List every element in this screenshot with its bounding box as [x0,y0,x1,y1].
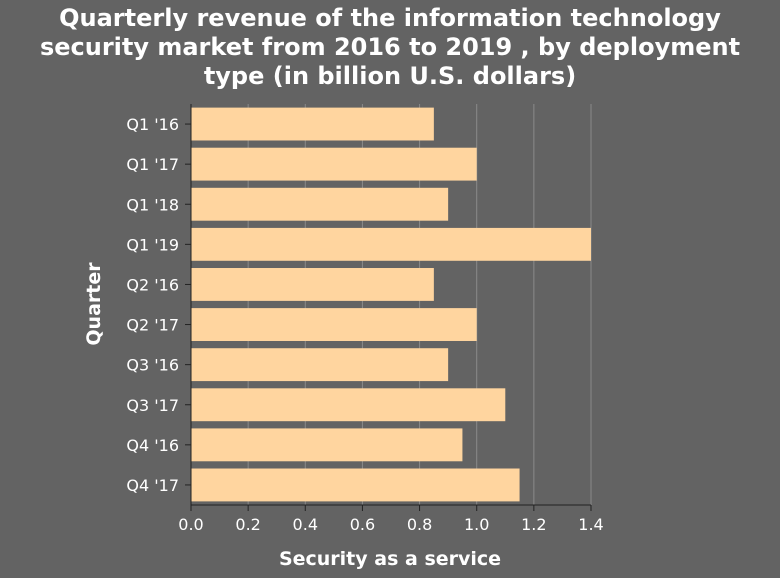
bars [191,107,591,502]
y-tick-label: Q1 '19 [126,235,179,254]
x-tick-label: 1.0 [464,515,489,534]
bar [191,227,591,261]
y-tick-label: Q3 '16 [126,356,179,375]
bar [191,428,463,462]
bar [191,187,449,221]
bar [191,147,477,181]
y-tick-label: Q4 '16 [126,436,179,455]
bar [191,468,520,502]
x-tick-label: 0.0 [178,515,203,534]
title-line: Quarterly revenue of the information tec… [59,4,721,32]
y-tick-label: Q1 '16 [126,115,179,134]
x-tick-label: 0.4 [293,515,318,534]
x-tick-label: 0.6 [350,515,375,534]
x-tick-label: 0.8 [407,515,432,534]
bar [191,268,434,301]
y-tick-label: Q1 '18 [126,195,179,214]
y-tick-label: Q3 '17 [126,396,179,415]
chart-title: Quarterly revenue of the information tec… [0,4,780,91]
bar [191,348,449,382]
y-tick-label: Q4 '17 [126,476,179,495]
axes: Q1 '16 Q1 '17 Q1 '18 Q1 '19 Q2 '16 Q2 '17 Q3 '… [126,104,604,534]
title-line: security market from 2016 to 2019 , by d… [39,33,741,61]
bar [191,388,506,422]
x-tick-label: 1.4 [578,515,603,534]
bar [191,308,477,341]
x-axis-label: Security as a service [279,548,501,570]
x-tick-label: 1.2 [521,515,546,534]
title-line: type (in billion U.S. dollars) [203,62,577,90]
y-tick-label: Q2 '16 [126,275,179,294]
x-tick-label: 0.2 [235,515,260,534]
bar [191,107,434,141]
y-tick-label: Q1 '17 [126,155,179,174]
y-axis-label: Quarter [83,262,105,346]
y-tick-label: Q2 '17 [126,316,179,335]
